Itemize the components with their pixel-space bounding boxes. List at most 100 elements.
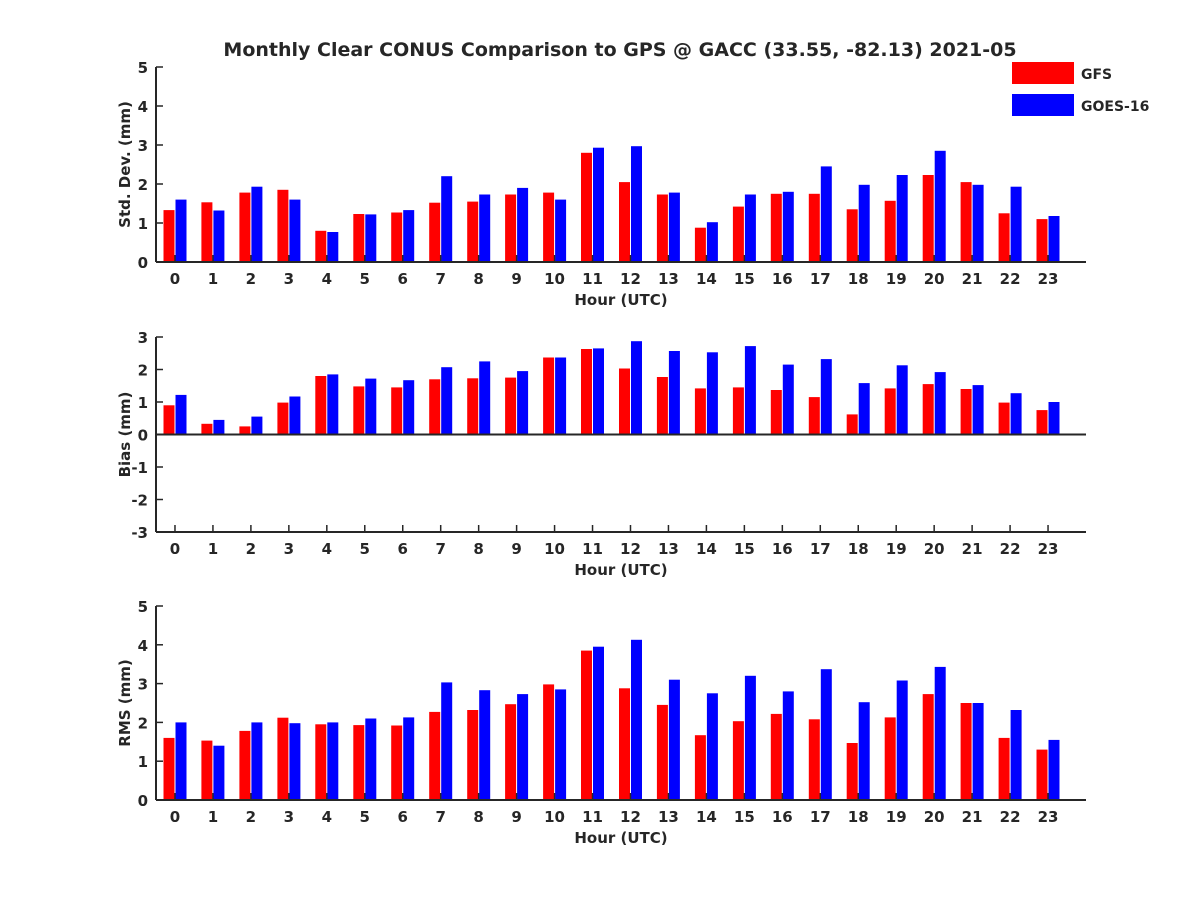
bar-bias-goes-22 [1010,393,1022,435]
x-tick-label-rms-9: 9 [511,808,521,826]
bar-rms-goes-20 [934,666,946,800]
bar-std-gfs-0 [163,210,175,262]
x-tick-label-bias-12: 12 [620,540,641,558]
x-tick-label-std-2: 2 [246,270,256,288]
x-tick-label-bias-19: 19 [886,540,907,558]
bar-std-goes-14 [706,222,718,262]
x-axis-label-bias: Hour (UTC) [574,561,667,579]
bar-rms-gfs-18 [846,743,858,800]
y-tick-label-bias--2: -2 [131,492,148,510]
bar-bias-gfs-6 [391,387,403,435]
bar-bias-gfs-21 [960,389,972,435]
bar-bias-goes-2 [251,416,263,435]
bar-bias-gfs-7 [429,379,441,435]
bar-std-gfs-8 [467,201,479,262]
x-tick-label-rms-6: 6 [398,808,408,826]
x-axis-label-rms: Hour (UTC) [574,829,667,847]
x-tick-label-rms-21: 21 [962,808,983,826]
bar-bias-gfs-14 [694,388,706,435]
bar-bias-goes-8 [479,361,491,435]
x-tick-label-bias-20: 20 [924,540,945,558]
legend-swatch-goes [1012,94,1074,116]
y-tick-label-bias-1: 1 [138,394,148,412]
bar-rms-goes-14 [706,693,718,800]
x-tick-label-bias-8: 8 [473,540,483,558]
bar-bias-gfs-17 [808,397,820,435]
bar-rms-gfs-20 [922,694,934,800]
bar-std-goes-13 [668,192,680,262]
bar-std-gfs-10 [543,192,555,262]
bar-bias-goes-10 [555,357,567,435]
bar-rms-goes-9 [517,694,529,800]
bar-std-goes-18 [858,184,870,262]
x-tick-label-rms-13: 13 [658,808,679,826]
bar-bias-goes-1 [213,419,225,435]
bar-std-goes-17 [820,166,832,262]
bar-bias-goes-15 [744,346,756,435]
bar-rms-goes-11 [593,646,604,800]
bar-rms-gfs-16 [770,713,782,800]
y-tick-label-rms-3: 3 [138,676,148,694]
x-tick-label-rms-22: 22 [1000,808,1021,826]
y-tick-label-rms-0: 0 [138,792,148,810]
bar-std-goes-1 [213,210,225,262]
x-tick-label-std-15: 15 [734,270,755,288]
bar-std-gfs-2 [239,192,251,262]
x-tick-label-rms-12: 12 [620,808,641,826]
bar-bias-gfs-19 [884,388,896,435]
y-tick-label-std-5: 5 [138,59,148,77]
bar-rms-goes-19 [896,680,908,800]
bar-rms-gfs-23 [1036,749,1048,800]
y-tick-label-bias-2: 2 [138,362,148,380]
bar-rms-gfs-7 [429,711,441,800]
bar-rms-goes-17 [820,669,832,800]
bar-bias-gfs-4 [315,376,327,435]
y-tick-label-rms-5: 5 [138,598,148,616]
bar-std-gfs-4 [315,230,327,262]
x-tick-label-bias-10: 10 [544,540,565,558]
bar-rms-goes-5 [365,718,377,800]
bar-std-goes-6 [403,210,415,262]
bar-std-goes-23 [1048,216,1060,262]
bar-bias-goes-19 [896,365,908,435]
y-tick-label-std-2: 2 [138,176,148,194]
bar-rms-gfs-1 [201,740,213,800]
bar-bias-goes-3 [289,396,301,435]
bar-std-goes-7 [441,176,453,262]
x-tick-label-bias-3: 3 [284,540,294,558]
x-tick-label-std-16: 16 [772,270,793,288]
y-axis-label-bias: Bias (mm) [116,392,134,478]
x-tick-label-bias-5: 5 [360,540,370,558]
y-tick-label-std-3: 3 [138,137,148,155]
bar-rms-goes-21 [972,703,984,800]
bar-rms-goes-10 [555,689,567,800]
y-tick-label-rms-1: 1 [138,753,148,771]
bar-rms-gfs-3 [277,717,289,800]
x-tick-label-std-21: 21 [962,270,983,288]
bar-bias-goes-18 [858,383,870,435]
x-tick-label-std-13: 13 [658,270,679,288]
bar-bias-gfs-20 [922,384,934,435]
bar-rms-gfs-10 [543,684,555,800]
x-tick-label-bias-22: 22 [1000,540,1021,558]
bar-std-goes-5 [365,214,377,262]
bar-std-gfs-6 [391,212,403,262]
x-tick-label-bias-18: 18 [848,540,869,558]
x-tick-label-rms-23: 23 [1038,808,1059,826]
y-tick-label-std-0: 0 [138,254,148,272]
y-tick-label-rms-2: 2 [138,714,148,732]
bar-bias-gfs-8 [467,378,479,435]
x-tick-label-rms-17: 17 [810,808,831,826]
bar-rms-goes-6 [403,717,415,800]
bar-bias-gfs-10 [543,357,555,435]
x-tick-label-rms-14: 14 [696,808,717,826]
bar-rms-goes-3 [289,723,301,800]
bar-bias-goes-14 [706,352,718,435]
bar-std-goes-9 [517,187,529,262]
bar-rms-goes-23 [1048,739,1060,800]
bar-std-goes-0 [175,199,187,262]
bar-bias-gfs-3 [277,402,289,435]
bar-std-gfs-13 [656,194,668,262]
bar-std-gfs-9 [505,194,517,262]
